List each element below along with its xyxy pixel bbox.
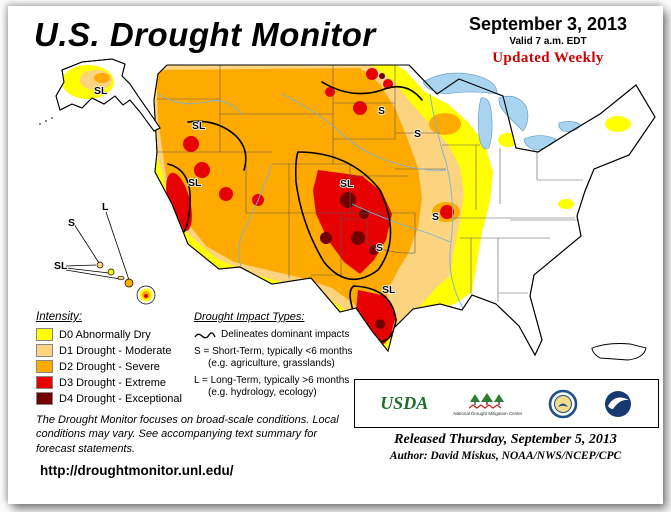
legend-item-d1: D1 Drought - Moderate <box>36 344 182 357</box>
lake-michigan <box>478 97 493 149</box>
map-label: SL <box>188 177 202 189</box>
legend-label: D1 Drought - Moderate <box>59 344 172 357</box>
droughtmonitor-link[interactable]: http://droughtmonitor.unl.edu/ <box>40 463 234 478</box>
hawaii-inset <box>65 211 156 305</box>
legend-label: D0 Abnormally Dry <box>59 328 151 341</box>
map-label: S <box>378 105 385 117</box>
conus-map <box>153 64 656 357</box>
d1-swatch <box>36 344 53 357</box>
released-date: Released Thursday, September 5, 2013 <box>394 432 617 447</box>
ndmc-logo: National Drought Mitigation Center <box>453 392 522 416</box>
author-credit: Author: David Miskus, NOAA/NWS/NCEP/CPC <box>389 450 622 462</box>
short-term-definition: S = Short-Term, typically <6 months <box>194 346 353 357</box>
drought-monitor-page: U.S. Drought Monitor September 3, 2013 V… <box>8 6 663 504</box>
map-container: SL L S SL SL S SL SL S S S SL <box>30 52 665 378</box>
alaska-inset <box>39 58 161 132</box>
usda-logo: USDA <box>380 393 429 413</box>
agency-logo-box: USDA National Drought Mitigation Center <box>354 379 659 428</box>
legend-label: D3 Drought - Extreme <box>59 376 166 389</box>
impact-types-heading: Drought Impact Types: <box>194 311 305 323</box>
delineates-row: Delineates dominant impacts <box>194 329 384 340</box>
map-label: S <box>432 211 439 223</box>
legend-item-d2: D2 Drought - Severe <box>36 360 182 373</box>
updated-weekly-note: Updated Weekly <box>492 50 604 66</box>
impact-labels: SL L S SL SL S SL SL S S S SL <box>53 84 440 297</box>
d2-swatch <box>36 360 53 373</box>
us-drought-map: SL L S SL SL S SL SL S S S SL <box>39 58 656 361</box>
commerce-seal-icon <box>548 389 577 418</box>
map-label: SL <box>340 178 354 190</box>
legend-label: D4 Drought - Exceptional <box>59 392 182 405</box>
lake-huron <box>498 95 529 132</box>
valid-time: Valid 7 a.m. EDT <box>509 36 587 47</box>
header-date-block: September 3, 2013 Valid 7 a.m. EDT Updat… <box>436 14 660 67</box>
short-term-examples: (e.g. agriculture, grasslands) <box>208 358 335 369</box>
drought-impact-types: Drought Impact Types: Delineates dominan… <box>194 311 384 398</box>
map-label: SL <box>192 120 206 132</box>
d3-swatch <box>36 376 53 389</box>
ndmc-trees-icon <box>468 392 504 409</box>
report-date: September 3, 2013 <box>468 14 628 34</box>
delineation-squiggle-icon <box>194 331 216 338</box>
long-term-examples: (e.g. hydrology, ecology) <box>208 387 317 398</box>
map-label: S <box>68 217 75 229</box>
map-label: S <box>376 242 383 254</box>
d4-swatch <box>36 392 53 405</box>
legend-item-d3: D3 Drought - Extreme <box>36 376 182 389</box>
ndmc-caption: National Drought Mitigation Center <box>453 410 523 416</box>
legend-heading: Intensity: <box>36 311 83 323</box>
page-title: U.S. Drought Monitor <box>34 16 376 53</box>
disclaimer-text: The Drought Monitor focuses on broad-sca… <box>36 414 339 455</box>
d0-swatch <box>36 328 53 341</box>
legend-item-d0: D0 Abnormally Dry <box>36 328 182 341</box>
legend-item-d4: D4 Drought - Exceptional <box>36 392 182 405</box>
legend-label: D2 Drought - Severe <box>59 360 160 373</box>
delineates-text: Delineates dominant impacts <box>221 329 350 340</box>
map-label: SL <box>54 260 68 272</box>
intensity-legend: Intensity: D0 Abnormally Dry D1 Drought … <box>36 311 182 408</box>
long-term-definition: L = Long-Term, typically >6 months <box>194 375 350 386</box>
map-label: SL <box>94 85 108 97</box>
map-label: S <box>414 128 421 140</box>
map-label: L <box>102 201 109 213</box>
noaa-icon <box>604 390 631 417</box>
map-label: SL <box>382 284 396 296</box>
website-url: http://droughtmonitor.unl.edu/ <box>40 463 233 478</box>
puerto-rico-inset <box>591 343 647 361</box>
